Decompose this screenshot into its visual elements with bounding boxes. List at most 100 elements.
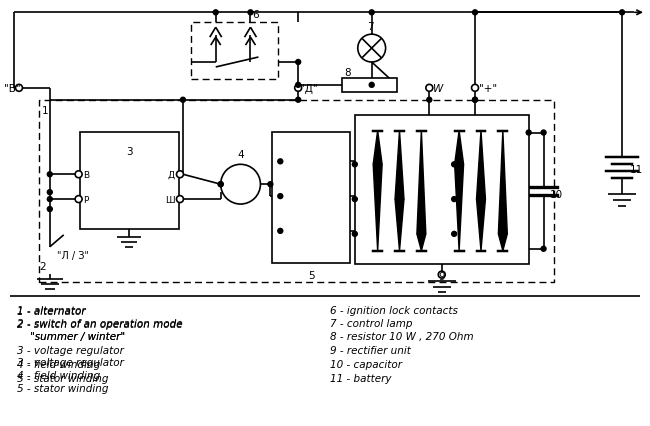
Text: "summer / winter": "summer / winter"	[17, 331, 125, 341]
Text: 5 - stator winding: 5 - stator winding	[17, 383, 109, 393]
Text: 6 - ignition lock contacts: 6 - ignition lock contacts	[330, 305, 458, 316]
Circle shape	[438, 271, 445, 279]
Text: 4 - field winding: 4 - field winding	[17, 359, 100, 369]
Circle shape	[75, 171, 82, 178]
Circle shape	[500, 232, 505, 237]
Text: W: W	[434, 83, 443, 94]
Text: 8 - resistor 10 W , 270 Ohm: 8 - resistor 10 W , 270 Ohm	[330, 331, 474, 341]
Circle shape	[471, 85, 478, 92]
Circle shape	[47, 173, 52, 177]
Polygon shape	[417, 234, 426, 251]
Circle shape	[452, 197, 457, 202]
Circle shape	[268, 182, 273, 187]
Bar	[342, 79, 396, 92]
Text: "Л / З": "Л / З"	[57, 250, 89, 260]
Circle shape	[213, 11, 218, 16]
Text: 9 - rectifier unit: 9 - rectifier unit	[330, 345, 411, 355]
Text: 11: 11	[630, 165, 644, 175]
Circle shape	[352, 232, 358, 237]
Text: 3: 3	[126, 147, 133, 157]
Circle shape	[294, 85, 302, 92]
Circle shape	[352, 197, 358, 202]
Polygon shape	[499, 234, 507, 251]
Text: 7: 7	[367, 22, 373, 32]
Circle shape	[16, 85, 23, 92]
Text: "Д": "Д"	[300, 83, 318, 94]
Circle shape	[278, 159, 283, 164]
Circle shape	[75, 196, 82, 203]
Text: 6: 6	[252, 10, 259, 20]
Circle shape	[541, 131, 546, 136]
Circle shape	[176, 171, 183, 178]
Text: 4 - field winding: 4 - field winding	[17, 370, 100, 380]
Circle shape	[296, 83, 301, 88]
Bar	[79, 132, 179, 229]
Polygon shape	[499, 131, 507, 234]
Text: 2 - switch of an operation mode: 2 - switch of an operation mode	[17, 319, 183, 328]
Text: 10: 10	[549, 190, 563, 200]
Text: 1 - alternator: 1 - alternator	[17, 305, 86, 316]
Text: В: В	[84, 170, 90, 179]
Polygon shape	[476, 200, 486, 251]
Text: 5: 5	[308, 270, 315, 280]
Circle shape	[619, 11, 625, 16]
Bar	[39, 101, 554, 282]
Text: 1 - alternator: 1 - alternator	[17, 307, 86, 317]
Text: 8: 8	[344, 68, 350, 78]
Circle shape	[369, 83, 374, 88]
Circle shape	[369, 11, 374, 16]
Bar	[191, 23, 278, 80]
Circle shape	[375, 162, 380, 167]
Polygon shape	[395, 131, 404, 200]
Text: "+": "+"	[479, 83, 497, 94]
Text: 2: 2	[39, 261, 46, 271]
Circle shape	[47, 207, 52, 212]
Text: Ш: Ш	[165, 195, 175, 204]
Circle shape	[218, 182, 223, 187]
Circle shape	[181, 98, 185, 103]
Circle shape	[452, 232, 457, 237]
Text: 4: 4	[237, 150, 244, 160]
Circle shape	[473, 98, 478, 103]
Polygon shape	[454, 131, 463, 165]
Text: "В": "В"	[4, 83, 21, 94]
Circle shape	[526, 131, 531, 136]
Circle shape	[457, 162, 462, 167]
Circle shape	[473, 98, 478, 103]
Text: 10 - capacitor: 10 - capacitor	[330, 359, 402, 369]
Circle shape	[296, 60, 301, 65]
Text: 5 - stator winding: 5 - stator winding	[17, 373, 109, 383]
Polygon shape	[373, 165, 382, 251]
Polygon shape	[454, 165, 463, 251]
Text: 9: 9	[438, 271, 445, 281]
Circle shape	[221, 165, 261, 204]
Bar	[355, 115, 528, 264]
Polygon shape	[395, 200, 404, 251]
Text: "summer / winter": "summer / winter"	[17, 331, 125, 341]
Text: 1: 1	[42, 105, 49, 115]
Circle shape	[397, 197, 402, 202]
Text: 2 - switch of an operation mode: 2 - switch of an operation mode	[17, 320, 183, 329]
Circle shape	[419, 232, 424, 237]
Text: 3 - voltage regulator: 3 - voltage regulator	[17, 345, 124, 355]
Circle shape	[358, 35, 385, 63]
Circle shape	[473, 11, 478, 16]
Circle shape	[47, 190, 52, 195]
Polygon shape	[373, 131, 382, 165]
Circle shape	[47, 197, 52, 202]
Text: Д: Д	[168, 170, 175, 179]
Circle shape	[278, 194, 283, 199]
Text: 7 - control lamp: 7 - control lamp	[330, 319, 413, 328]
Polygon shape	[417, 131, 426, 234]
Circle shape	[218, 182, 223, 187]
Circle shape	[352, 162, 358, 167]
Circle shape	[452, 162, 457, 167]
Text: 11 - battery: 11 - battery	[330, 373, 391, 383]
Circle shape	[176, 196, 183, 203]
Circle shape	[427, 98, 432, 103]
Circle shape	[296, 98, 301, 103]
Text: Р: Р	[84, 195, 89, 204]
Bar	[272, 132, 350, 263]
Circle shape	[426, 85, 433, 92]
Circle shape	[248, 11, 253, 16]
